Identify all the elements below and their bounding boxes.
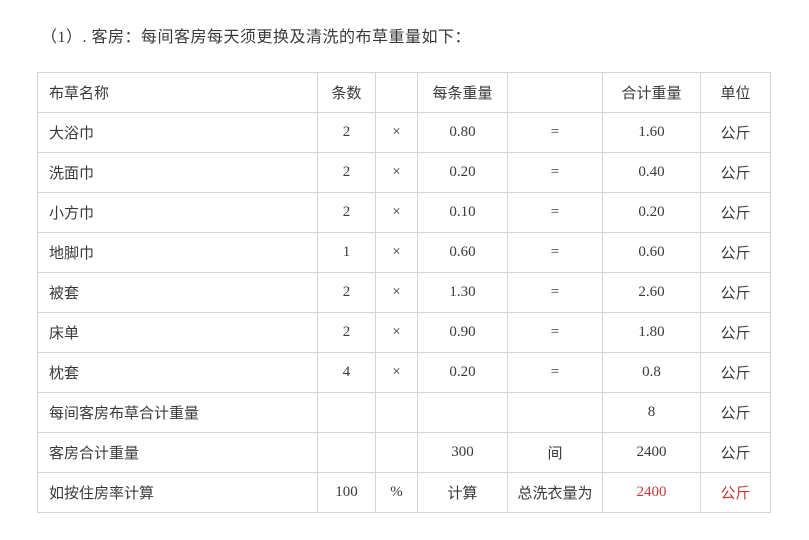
- multiply-cell: ×: [375, 272, 418, 313]
- unit-cell: 公斤: [700, 152, 771, 193]
- unit-cell: 公斤: [700, 312, 771, 353]
- linen-weight-table: 布草名称 条数 每条重量 合计重量 单位 大浴巾 2 × 0.80 = 1.60…: [37, 72, 771, 513]
- total-weight-cell: 8: [602, 392, 701, 433]
- table-row: 床单 2 × 0.90 = 1.80 公斤: [37, 312, 771, 353]
- multiply-cell: ×: [375, 192, 418, 233]
- linen-name-cell: 客房合计重量: [37, 432, 318, 473]
- unit-weight-cell: 0.90: [417, 312, 508, 353]
- unit-weight-cell: [417, 392, 508, 433]
- equals-cell: =: [507, 232, 603, 273]
- table-header-row: 布草名称 条数 每条重量 合计重量 单位: [37, 72, 771, 113]
- multiply-cell: ×: [375, 352, 418, 393]
- count-cell: 2: [317, 192, 376, 233]
- unit-weight-cell: 0.80: [417, 112, 508, 153]
- table-row-all-rooms-total: 客房合计重量 300 间 2400 公斤: [37, 432, 771, 473]
- room-unit-cell: 间: [507, 432, 603, 473]
- total-weight-cell: 0.20: [602, 192, 701, 233]
- multiply-cell: ×: [375, 112, 418, 153]
- equals-cell: =: [507, 192, 603, 233]
- unit-weight-cell: 0.10: [417, 192, 508, 233]
- col-header-unit-weight: 每条重量: [417, 72, 508, 113]
- table-row: 被套 2 × 1.30 = 2.60 公斤: [37, 272, 771, 313]
- table-row: 小方巾 2 × 0.10 = 0.20 公斤: [37, 192, 771, 233]
- col-header-multiply: [375, 72, 418, 113]
- unit-cell: 公斤: [700, 392, 771, 433]
- col-header-quantity: 条数: [317, 72, 376, 113]
- total-weight-cell: 0.60: [602, 232, 701, 273]
- col-header-equals: [507, 72, 603, 113]
- multiply-cell: ×: [375, 312, 418, 353]
- unit-weight-cell: 1.30: [417, 272, 508, 313]
- total-weight-cell: 2400: [602, 432, 701, 473]
- equals-cell: =: [507, 352, 603, 393]
- multiply-cell: [375, 392, 418, 433]
- unit-cell: 公斤: [700, 272, 771, 313]
- equals-cell: =: [507, 112, 603, 153]
- table-row-room-total: 每间客房布草合计重量 8 公斤: [37, 392, 771, 433]
- equals-cell: [507, 392, 603, 433]
- count-cell: 2: [317, 312, 376, 353]
- linen-name-cell: 小方巾: [37, 192, 318, 233]
- linen-name-cell: 被套: [37, 272, 318, 313]
- unit-weight-cell: 0.20: [417, 152, 508, 193]
- percent-cell: %: [375, 472, 418, 513]
- unit-weight-cell: 0.20: [417, 352, 508, 393]
- count-cell: [317, 432, 376, 473]
- count-cell: [317, 392, 376, 433]
- unit-cell: 公斤: [700, 352, 771, 393]
- linen-name-cell: 枕套: [37, 352, 318, 393]
- total-weight-cell: 0.8: [602, 352, 701, 393]
- laundry-total-value-cell: 2400: [602, 472, 701, 513]
- total-weight-cell: 0.40: [602, 152, 701, 193]
- occupancy-rate-cell: 100: [317, 472, 376, 513]
- room-count-cell: 300: [417, 432, 508, 473]
- unit-cell: 公斤: [700, 472, 771, 513]
- linen-name-cell: 洗面巾: [37, 152, 318, 193]
- unit-weight-cell: 0.60: [417, 232, 508, 273]
- count-cell: 2: [317, 152, 376, 193]
- linen-name-cell: 大浴巾: [37, 112, 318, 153]
- equals-cell: =: [507, 312, 603, 353]
- col-header-unit: 单位: [700, 72, 771, 113]
- col-header-linen-name: 布草名称: [37, 72, 318, 113]
- unit-cell: 公斤: [700, 432, 771, 473]
- unit-cell: 公斤: [700, 192, 771, 233]
- count-cell: 2: [317, 272, 376, 313]
- table-row: 大浴巾 2 × 0.80 = 1.60 公斤: [37, 112, 771, 153]
- table-row: 洗面巾 2 × 0.20 = 0.40 公斤: [37, 152, 771, 193]
- linen-name-cell: 每间客房布草合计重量: [37, 392, 318, 433]
- total-weight-cell: 2.60: [602, 272, 701, 313]
- count-cell: 1: [317, 232, 376, 273]
- table-row: 地脚巾 1 × 0.60 = 0.60 公斤: [37, 232, 771, 273]
- table-row-occupancy-calc: 如按住房率计算 100 % 计算 总洗衣量为 2400 公斤: [37, 472, 771, 513]
- unit-cell: 公斤: [700, 112, 771, 153]
- count-cell: 2: [317, 112, 376, 153]
- laundry-total-label-cell: 总洗衣量为: [507, 472, 603, 513]
- linen-name-cell: 如按住房率计算: [37, 472, 318, 513]
- unit-cell: 公斤: [700, 232, 771, 273]
- multiply-cell: ×: [375, 152, 418, 193]
- linen-name-cell: 地脚巾: [37, 232, 318, 273]
- linen-name-cell: 床单: [37, 312, 318, 353]
- multiply-cell: ×: [375, 232, 418, 273]
- equals-cell: =: [507, 272, 603, 313]
- total-weight-cell: 1.80: [602, 312, 701, 353]
- count-cell: 4: [317, 352, 376, 393]
- multiply-cell: [375, 432, 418, 473]
- total-weight-cell: 1.60: [602, 112, 701, 153]
- table-row: 枕套 4 × 0.20 = 0.8 公斤: [37, 352, 771, 393]
- calc-label-cell: 计算: [417, 472, 508, 513]
- equals-cell: =: [507, 152, 603, 193]
- page-title: （1）. 客房：每间客房每天须更换及清洗的布草重量如下：: [41, 29, 472, 46]
- col-header-total-weight: 合计重量: [602, 72, 701, 113]
